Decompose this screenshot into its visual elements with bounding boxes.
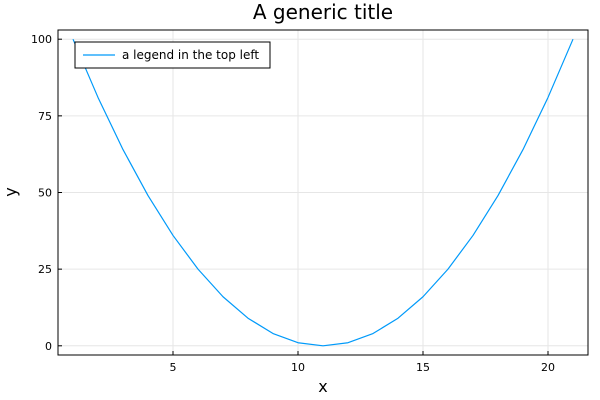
y-tick-label: 0: [45, 340, 52, 353]
x-tick-label: 20: [541, 361, 555, 374]
x-axis-label: x: [318, 377, 327, 396]
y-ticks: 0 25 50 75 100: [31, 33, 62, 353]
series-line: [72, 38, 574, 347]
y-tick-label: 100: [31, 33, 52, 46]
x-ticks: 5 10 15 20: [170, 351, 555, 374]
y-tick-label: 75: [38, 110, 52, 123]
grid: [58, 30, 588, 355]
y-tick-label: 50: [38, 187, 52, 200]
x-tick-label: 5: [170, 361, 177, 374]
y-axis-label: y: [1, 187, 20, 196]
x-tick-label: 10: [291, 361, 305, 374]
y-tick-label: 25: [38, 263, 52, 276]
legend: a legend in the top left: [74, 41, 271, 69]
legend-label: a legend in the top left: [122, 48, 259, 62]
x-tick-label: 15: [416, 361, 430, 374]
series-layer: [72, 38, 574, 347]
chart-title: A generic title: [253, 0, 393, 24]
